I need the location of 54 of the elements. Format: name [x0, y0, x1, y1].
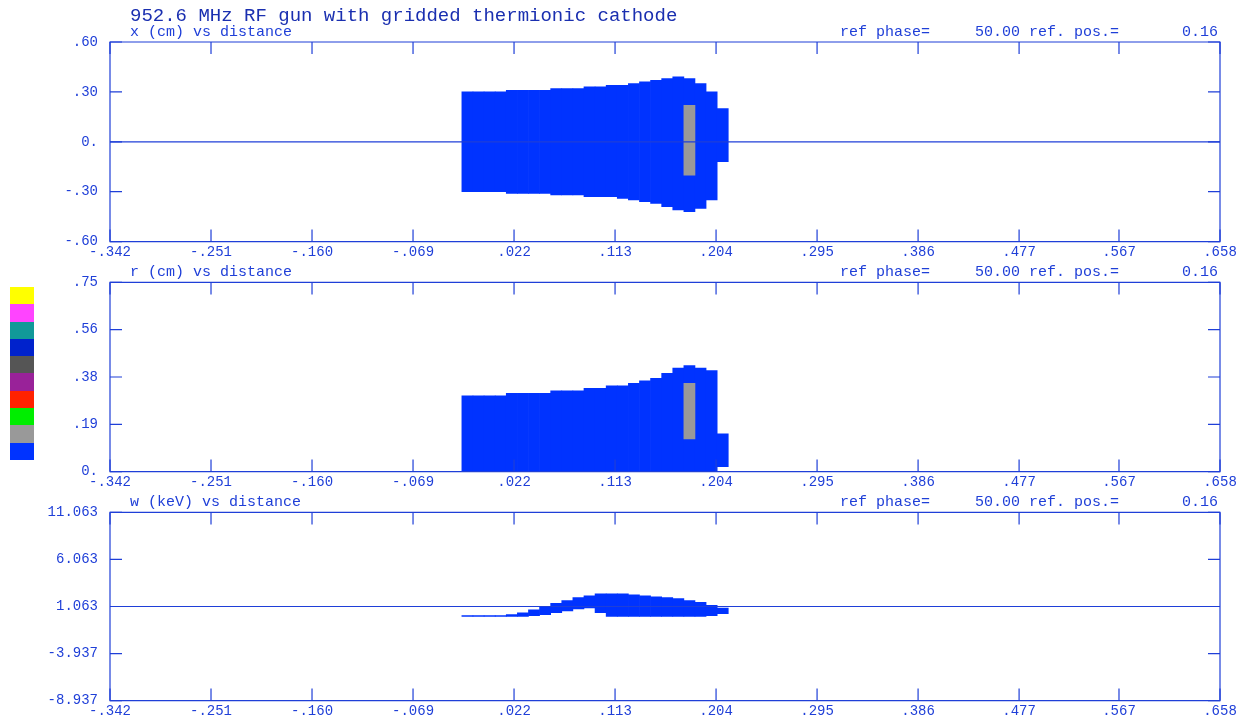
x-tick-label: -.251 [190, 702, 233, 719]
x-tick-label: .113 [598, 243, 632, 260]
y-tick-label: 1.063 [55, 598, 98, 615]
x-tick-label: .477 [1002, 473, 1036, 490]
y-tick-label: 6.063 [55, 551, 98, 568]
x-tick-label: .477 [1002, 243, 1036, 260]
y-tick-label: .19 [72, 416, 98, 432]
x-tick-label: .295 [800, 702, 834, 719]
x-tick-label: -.069 [392, 702, 435, 719]
x-tick-label: .658 [1203, 243, 1237, 260]
y-tick-label: .75 [72, 274, 98, 291]
x-tick-label: .567 [1102, 473, 1136, 490]
y-tick-label: -.60 [64, 233, 98, 250]
x-tick-label: .295 [800, 473, 834, 490]
x-tick-label: .113 [598, 702, 632, 719]
x-tick-label: .022 [497, 473, 531, 490]
x-tick-label: .022 [497, 702, 531, 719]
x-tick-label: .477 [1002, 702, 1036, 719]
x-tick-label: .386 [901, 473, 935, 490]
y-tick-label: .30 [72, 83, 98, 100]
x-tick-label: .204 [699, 473, 733, 490]
chart-title: r (cm) vs distance [130, 264, 293, 282]
y-tick-label: 11.063 [47, 504, 98, 521]
x-tick-label: -.069 [392, 243, 435, 260]
x-tick-label: .386 [901, 702, 935, 719]
x-tick-label: -.251 [190, 243, 233, 260]
chart-subtitle: x (cm) vs distance [130, 24, 293, 41]
x-tick-label: .567 [1102, 243, 1136, 260]
y-tick-label: .56 [72, 321, 98, 338]
x-tick-label: .113 [598, 473, 632, 490]
text: ref phase= 50.00 ref. pos.= 0.16 [839, 24, 1218, 41]
x-tick-label: -.160 [291, 702, 334, 719]
x-tick-label: .295 [800, 243, 834, 260]
y-tick-label: 0. [81, 133, 98, 150]
x-tick-label: .658 [1203, 702, 1237, 719]
chart-title: w (keV) vs distance [130, 494, 302, 512]
y-tick-label: .38 [72, 368, 98, 385]
y-tick-label: 0. [81, 463, 98, 480]
y-tick-label: -8.937 [47, 692, 98, 709]
x-tick-label: .658 [1203, 473, 1237, 490]
text: ref phase= 50.00 ref. pos.= 0.16 [839, 264, 1218, 282]
y-tick-label: -.30 [64, 183, 98, 200]
x-tick-label: .386 [901, 243, 935, 260]
y-tick-label: .60 [72, 33, 98, 50]
x-tick-label: -.160 [291, 473, 334, 490]
x-tick-label: .022 [497, 243, 531, 260]
x-tick-label: -.251 [190, 473, 233, 490]
text: ref phase= 50.00 ref. pos.= 0.16 [839, 494, 1218, 512]
x-tick-label: .204 [699, 702, 733, 719]
x-tick-label: -.069 [392, 473, 435, 490]
x-tick-label: -.160 [291, 243, 334, 260]
x-tick-label: .567 [1102, 702, 1136, 719]
x-tick-label: .204 [699, 243, 733, 260]
y-tick-label: -3.937 [47, 645, 98, 662]
